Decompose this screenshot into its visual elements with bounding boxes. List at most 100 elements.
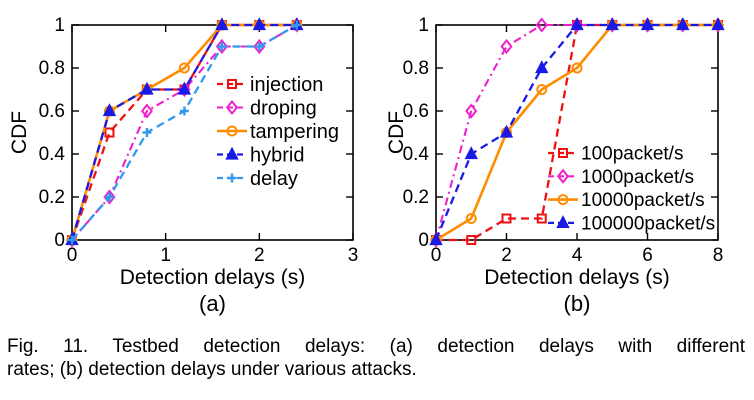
marker-diamond-icon [465, 103, 478, 119]
marker-plus-icon [227, 173, 237, 183]
marker-triangle-icon [429, 232, 443, 246]
legend-item-tampering: tampering [217, 121, 339, 143]
y-tick-label: 0.4 [403, 144, 430, 165]
legend-item-droping: droping [217, 97, 317, 119]
series-delay [67, 20, 302, 245]
marker-circle-icon [178, 62, 190, 74]
legend-item-injection: injection [217, 74, 323, 96]
marker-diamond-icon [570, 17, 584, 33]
marker-triangle-icon [676, 17, 690, 31]
marker-square-icon [501, 213, 512, 224]
y-tick-label: 0.6 [39, 101, 65, 122]
marker-triangle-icon [177, 81, 192, 95]
chart-a: 0 1 2 3 0 0.2 0.4 0.6 0.8 1 Detection delays (s) CD… [0, 0, 377, 332]
legend-label: 10000packet/s [581, 190, 705, 211]
y-tick-label: 0.2 [39, 187, 65, 208]
x-tick-label: 0 [431, 245, 442, 266]
marker-circle-icon [536, 84, 548, 95]
x-tick-label: 4 [572, 245, 583, 266]
legend-item-10000packet-s: 10000packet/s [548, 190, 705, 211]
marker-triangle-icon [252, 17, 267, 31]
marker-triangle-icon [605, 17, 619, 31]
caption-line-1: Fig. 11. Testbed detection delays: (a) d… [7, 336, 745, 357]
marker-square-icon [536, 213, 547, 224]
marker-triangle-icon [225, 146, 239, 160]
axes: 0 2 4 6 8 0 0.2 0.4 0.6 0.8 1 [403, 15, 724, 266]
marker-plus-icon [254, 42, 264, 51]
x-tick-label: 0 [67, 245, 78, 266]
marker-diamond-icon [535, 17, 548, 33]
y-tick-label: 1 [54, 15, 65, 36]
marker-plus-icon [179, 106, 189, 116]
series-100000packet-s [429, 17, 725, 246]
legend-item-hybrid: hybrid [217, 144, 304, 166]
figure-caption: Fig. 11. Testbed detection delays: (a) d… [7, 335, 745, 381]
y-tick-label: 0.2 [403, 187, 429, 208]
marker-diamond-icon [500, 38, 513, 55]
y-tick-label: 1 [418, 15, 429, 36]
legend-item-1000packet-s: 1000packet/s [548, 167, 694, 188]
marker-circle-icon [465, 213, 477, 224]
marker-plus-icon [142, 128, 152, 137]
x-tick-label: 3 [348, 245, 359, 266]
y-axis-label: CDF [8, 111, 31, 154]
legend-label: hybrid [250, 144, 304, 166]
y-tick-label: 0 [418, 230, 429, 251]
marker-plus-icon [104, 192, 114, 202]
marker-square-icon [227, 79, 237, 89]
marker-square-icon [104, 127, 115, 138]
panel-label: (b) [564, 291, 591, 316]
marker-triangle-icon [464, 146, 478, 160]
y-tick-label: 0.8 [39, 58, 65, 79]
marker-triangle-icon [499, 124, 514, 138]
marker-triangle-icon [570, 17, 584, 31]
marker-triangle-icon [640, 17, 655, 31]
y-tick-label: 0.8 [403, 58, 429, 79]
legend: 100packet/s 1000packet/s10000packet/s1000… [548, 143, 715, 234]
panel-label: (a) [199, 291, 226, 316]
axes: 0 1 2 3 0 0.2 0.4 0.6 0.8 1 [39, 15, 359, 266]
marker-triangle-icon [711, 17, 725, 31]
marker-diamond-icon [140, 103, 154, 119]
x-tick-label: 2 [254, 245, 265, 266]
legend-label: 1000packet/s [581, 167, 694, 188]
legend-label: droping [250, 97, 317, 119]
marker-diamond-icon [103, 189, 116, 205]
legend-label: 100000packet/s [581, 213, 715, 234]
marker-triangle-icon [140, 81, 154, 95]
marker-diamond-icon [215, 38, 228, 55]
marker-plus-icon [292, 20, 302, 30]
marker-triangle-icon [535, 60, 549, 74]
marker-diamond-icon [556, 168, 570, 184]
marker-circle-icon [571, 62, 583, 74]
marker-plus-icon [217, 42, 227, 51]
marker-diamond-icon [225, 99, 239, 116]
x-axis-label: Detection delays (s) [484, 266, 670, 289]
legend-label: tampering [250, 121, 339, 143]
legend-item-delay: delay [217, 168, 298, 190]
marker-plus-icon [67, 235, 77, 245]
legend-item-100000packet-s: 100000packet/s [548, 213, 715, 234]
chart-b: 0 2 4 6 8 0 0.2 0.4 0.6 0.8 1 Detection delays (s) C… [377, 0, 754, 332]
y-tick-label: 0.6 [403, 101, 429, 122]
y-axis-label: CDF [385, 111, 408, 154]
marker-square-icon [558, 148, 568, 158]
marker-triangle-icon [556, 215, 570, 229]
y-tick-label: 0.4 [39, 144, 66, 165]
marker-triangle-icon [215, 17, 229, 31]
x-axis-label: Detection delays (s) [120, 266, 306, 289]
marker-triangle-icon [102, 103, 117, 117]
marker-circle-icon [226, 125, 238, 137]
legend-label: injection [250, 74, 323, 96]
caption-line-2: rates; (b) detection delays under variou… [7, 359, 417, 380]
marker-diamond-icon [178, 81, 191, 98]
y-tick-label: 0 [54, 230, 65, 251]
marker-circle-icon [557, 194, 569, 206]
x-tick-label: 6 [642, 245, 653, 266]
x-tick-label: 2 [501, 245, 512, 266]
x-tick-label: 1 [160, 245, 171, 266]
x-tick-label: 8 [713, 245, 724, 266]
legend-item-100packet-s: 100packet/s [548, 143, 683, 164]
